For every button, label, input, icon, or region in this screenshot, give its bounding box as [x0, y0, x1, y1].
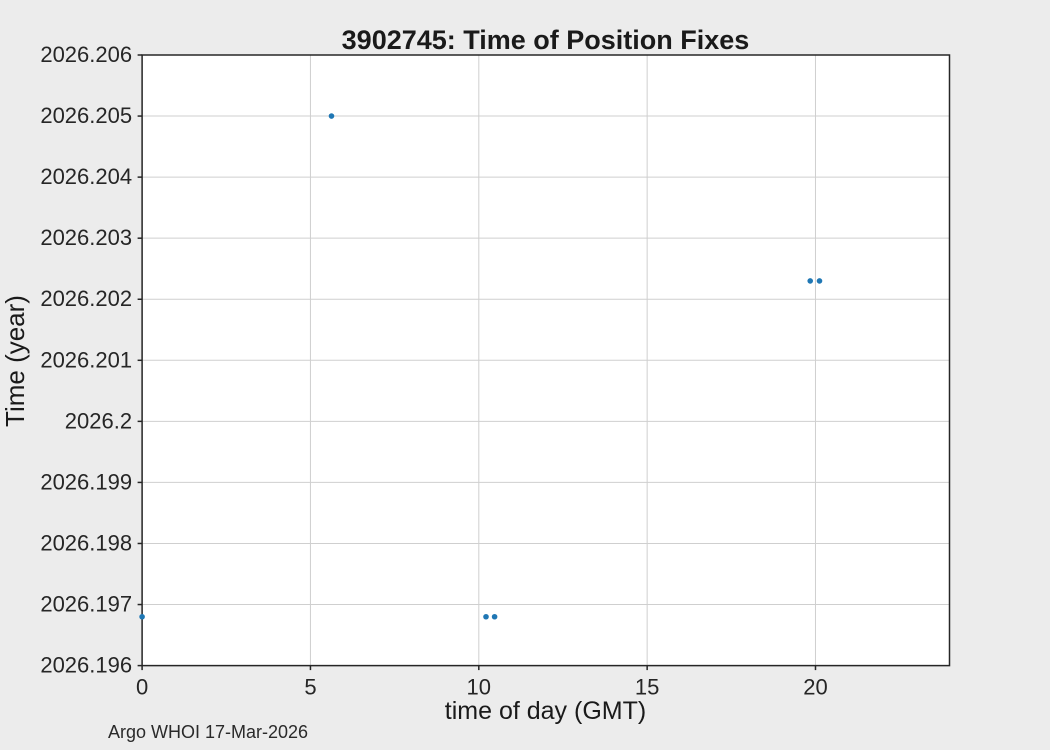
- svg-text:5: 5: [304, 675, 316, 700]
- svg-text:2026.197: 2026.197: [40, 592, 132, 617]
- svg-text:20: 20: [803, 675, 827, 700]
- svg-text:2026.196: 2026.196: [40, 653, 132, 678]
- svg-text:10: 10: [467, 675, 491, 700]
- svg-text:0: 0: [136, 675, 148, 700]
- svg-text:2026.199: 2026.199: [40, 469, 132, 494]
- svg-text:2026.203: 2026.203: [40, 225, 132, 250]
- svg-text:2026.2: 2026.2: [65, 408, 132, 433]
- svg-text:2026.201: 2026.201: [40, 347, 132, 372]
- svg-text:2026.206: 2026.206: [40, 42, 132, 67]
- svg-text:2026.202: 2026.202: [40, 286, 132, 311]
- svg-text:2026.198: 2026.198: [40, 530, 132, 555]
- svg-text:2026.204: 2026.204: [40, 164, 132, 189]
- svg-text:15: 15: [635, 675, 659, 700]
- svg-text:2026.205: 2026.205: [40, 103, 132, 128]
